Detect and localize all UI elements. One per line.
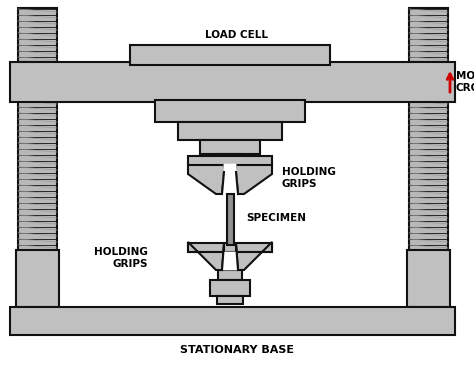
Bar [188,243,272,252]
Bar [200,140,260,154]
Polygon shape [188,242,224,270]
Text: STATIONARY BASE: STATIONARY BASE [180,345,294,355]
Bar [407,250,450,307]
Text: MOVING
CROSSHEAD: MOVING CROSSHEAD [456,71,474,93]
Polygon shape [222,164,238,194]
Bar [217,296,243,304]
Text: SPECIMEN: SPECIMEN [246,213,306,223]
Text: HOLDING
GRIPS: HOLDING GRIPS [94,247,148,269]
Bar [227,194,234,245]
Bar [210,280,250,296]
Bar [16,250,59,307]
Text: LOAD CELL: LOAD CELL [206,30,268,40]
Polygon shape [188,164,224,194]
Text: HOLDING
GRIPS: HOLDING GRIPS [282,167,336,189]
Bar [130,45,330,65]
Bar [409,100,448,252]
Bar [178,122,282,140]
Bar [10,307,455,335]
Bar [409,8,448,62]
Bar [155,100,305,122]
Bar [18,100,57,252]
Bar [18,8,57,62]
Bar [10,62,455,102]
Bar [218,270,242,280]
Bar [218,154,242,164]
Polygon shape [236,164,272,194]
Bar [188,156,272,165]
Polygon shape [236,242,272,270]
Polygon shape [222,252,238,270]
